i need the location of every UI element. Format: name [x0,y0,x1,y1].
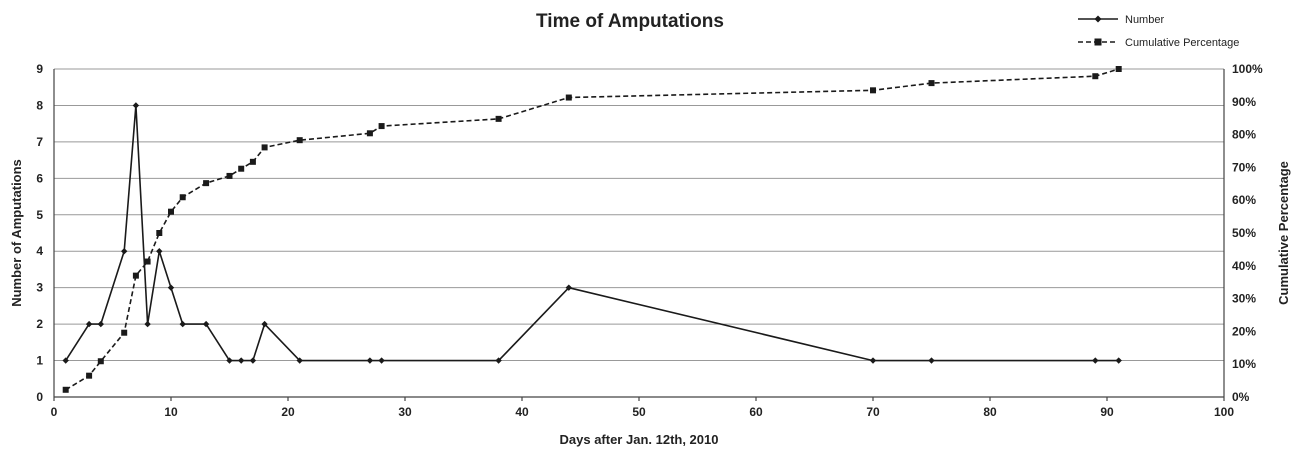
data-point-diamond [62,357,69,364]
data-point-diamond [132,102,140,109]
data-point-square [261,144,268,151]
data-point-diamond [202,320,210,328]
legend-label-cumulative: Cumulative Percentage [1125,37,1239,49]
gridlines [54,68,1224,362]
series-layer [62,66,1122,393]
data-point-square [366,130,373,137]
y2-tick-label: 40% [1232,259,1256,273]
data-point-square [168,208,174,215]
x-tick-label: 0 [51,405,58,419]
data-point-diamond [928,357,935,364]
y2-axis-title: Cumulative Percentage [1276,161,1291,305]
data-point-square [144,258,151,265]
data-point-diamond [296,357,303,364]
series-cumulative-percentage [62,66,1122,393]
data-point-diamond [366,357,374,364]
data-point-square [249,158,256,165]
data-point-square [132,272,139,279]
y2-tick-label: 0% [1232,390,1250,404]
legend: Number Cumulative Percentage [1078,14,1239,49]
data-point-square [62,386,69,393]
x-tick-label: 10 [164,405,178,419]
x-tick-label: 50 [632,405,646,419]
y2-tick-label: 70% [1232,160,1256,174]
data-point-square [238,165,245,172]
data-point-diamond [495,357,502,364]
data-point-diamond [1092,357,1099,364]
data-point-square [870,87,876,94]
y2-tick-label: 20% [1232,324,1256,338]
axes [53,69,1225,401]
data-point-square [1115,66,1122,72]
legend-item-cumulative: Cumulative Percentage [1078,37,1239,49]
data-point-square [928,80,935,87]
y-tick-label: 0 [36,390,43,404]
data-point-square [1092,73,1099,80]
data-point-square [86,372,93,379]
x-tick-label: 80 [983,405,997,419]
data-point-diamond [121,248,128,255]
data-point-square [203,180,210,187]
y-tick-label: 8 [36,98,43,112]
data-point-diamond [378,357,385,364]
y2-tick-label: 30% [1232,292,1256,306]
x-tick-label: 60 [749,405,763,419]
x-tick-label: 100 [1214,405,1234,419]
y-tick-label: 7 [36,135,43,149]
y2-tick-label: 80% [1232,128,1256,142]
data-point-diamond [156,248,163,255]
x-tick-label: 90 [1100,405,1114,419]
y-tick-label: 4 [36,244,43,258]
x-tick-label: 20 [281,405,295,419]
data-point-square [97,358,104,365]
y-tick-label: 6 [36,171,43,185]
data-point-square [495,115,502,122]
data-point-square [156,230,163,236]
data-point-square [378,123,385,130]
legend-label-number: Number [1125,14,1164,26]
data-point-diamond [97,320,104,328]
y2-tick-label: 50% [1232,226,1256,240]
data-point-diamond [1115,357,1122,364]
x-tick-label: 70 [866,405,880,419]
y2-tick-label: 90% [1232,95,1256,109]
data-point-square [121,329,128,336]
y-tick-label: 9 [36,62,43,76]
y-tick-label: 1 [36,354,43,368]
x-axis-title: Days after Jan. 12th, 2010 [560,432,719,447]
tick-labels: 01234567890%10%20%30%40%50%60%70%80%90%1… [36,62,1263,419]
data-point-diamond [869,357,877,364]
x-tick-label: 30 [398,405,412,419]
data-point-diamond [85,320,93,328]
y2-tick-label: 10% [1232,357,1256,371]
series-number [62,102,1122,364]
data-point-square [226,172,233,179]
y2-tick-label: 60% [1232,193,1256,207]
y-tick-label: 3 [36,281,43,295]
data-point-diamond [238,357,245,364]
data-point-diamond [167,284,175,291]
data-point-diamond [261,320,268,328]
data-point-diamond [226,357,233,364]
series-line [65,104,1119,362]
y-tick-label: 5 [36,208,43,222]
legend-marker-number [1094,15,1102,23]
y-tick-label: 2 [36,317,43,331]
data-point-square [179,194,186,201]
x-tick-label: 40 [515,405,529,419]
legend-marker-cumulative [1094,38,1102,46]
y2-tick-label: 100% [1232,62,1263,76]
series-line [65,68,1119,391]
data-point-square [296,137,303,144]
data-point-square [565,94,572,101]
legend-item-number: Number [1078,14,1164,26]
chart-title: Time of Amputations [536,11,724,32]
data-point-diamond [144,320,151,328]
data-point-diamond [179,320,186,328]
y-axis-title: Number of Amputations [9,159,24,307]
data-point-diamond [249,357,257,364]
data-point-diamond [565,284,572,291]
